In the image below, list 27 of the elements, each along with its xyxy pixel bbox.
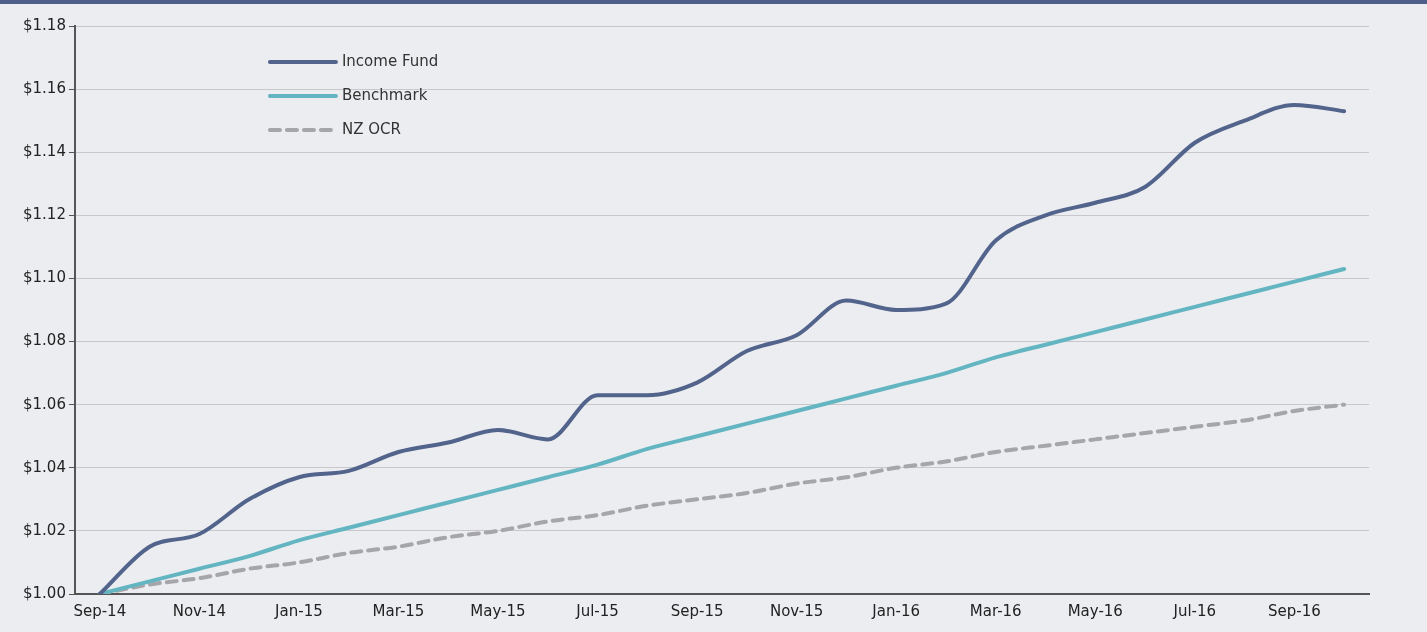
y-tick-label: $1.02	[22, 520, 66, 539]
x-tick-label: Jan-15	[274, 601, 323, 620]
x-tick-label: Nov-14	[172, 601, 227, 620]
y-tick-label: $1.16	[22, 79, 66, 97]
legend-label: NZ OCR	[341, 119, 401, 138]
y-tick-label: $1.06	[22, 394, 66, 413]
x-tick-label: Jul-16	[1172, 601, 1217, 620]
y-tick-label: $1.12	[22, 205, 66, 224]
x-tick-label: Sep-15	[670, 601, 724, 620]
y-tick-label: $1.10	[22, 268, 66, 287]
y-tick-label: $1.14	[22, 142, 66, 161]
x-tick-label: May-15	[470, 601, 526, 620]
x-tick-label: Mar-15	[372, 601, 425, 620]
x-tick-label: Jan-16	[871, 601, 920, 620]
y-tick-label: $1.08	[22, 331, 66, 350]
y-tick-label: $1.04	[22, 457, 66, 476]
x-tick-label: Nov-15	[769, 601, 824, 620]
y-tick-label: $1.00	[22, 583, 66, 602]
x-tick-label: Sep-16	[1267, 601, 1321, 620]
x-tick-label: Sep-14	[73, 601, 127, 620]
legend-label: Benchmark	[341, 85, 428, 104]
x-tick-label: Mar-16	[969, 601, 1022, 620]
x-tick-label: May-16	[1067, 601, 1123, 620]
legend-label: Income Fund	[341, 51, 439, 70]
line-series	[97, 102, 1347, 594]
y-tick-label: $1.18	[22, 15, 66, 34]
x-tick-label: Jul-15	[575, 601, 619, 620]
